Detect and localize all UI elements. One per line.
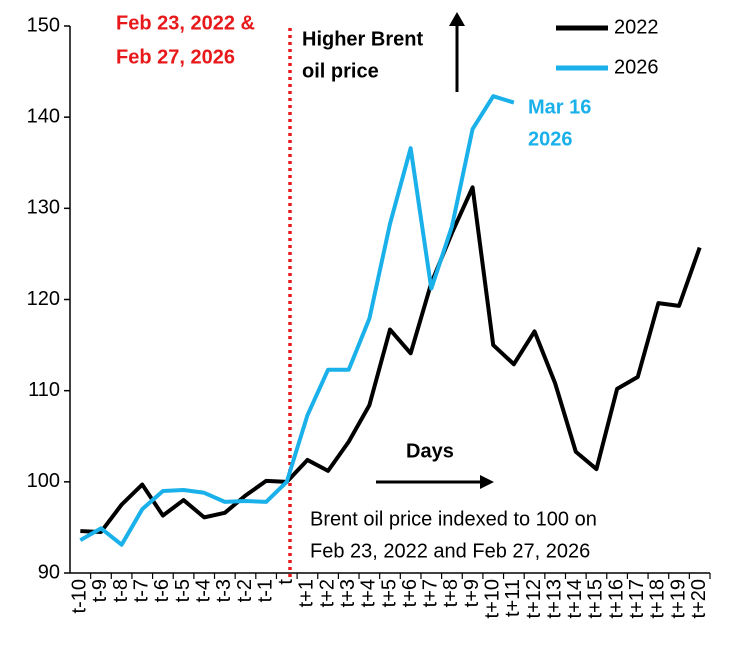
y-tick-label: 120 xyxy=(27,288,60,310)
y-tick-label: 100 xyxy=(27,470,60,492)
x-tick-label: t-7 xyxy=(131,579,153,602)
x-tick-label: t+8 xyxy=(440,579,462,607)
y-tick-label: 140 xyxy=(27,105,60,127)
x-tick-label: t-8 xyxy=(110,579,132,602)
x-tick-label: t xyxy=(275,579,297,585)
x-tick-label: t+16 xyxy=(605,579,627,618)
x-tick-label: t+1 xyxy=(296,579,318,607)
x-tick-label: t-5 xyxy=(172,579,194,602)
x-tick-label: t+17 xyxy=(626,579,648,618)
annotation: oil price xyxy=(302,60,379,82)
annotation: Feb 23, 2022 & xyxy=(116,12,255,34)
arrow-head xyxy=(480,475,494,489)
x-tick-label: t+5 xyxy=(378,579,400,607)
x-tick-label: t+6 xyxy=(399,579,421,607)
y-tick-label: 110 xyxy=(28,379,60,401)
legend-label: 2022 xyxy=(614,16,659,38)
x-tick-label: t+12 xyxy=(523,579,545,618)
x-tick-label: t+20 xyxy=(688,579,710,618)
x-tick-label: t-9 xyxy=(89,579,111,602)
x-tick-label: t-4 xyxy=(192,579,214,602)
x-tick-label: t+10 xyxy=(482,579,504,618)
y-tick-label: 150 xyxy=(27,14,60,36)
x-tick-label: t+14 xyxy=(564,579,586,618)
y-tick-label: 90 xyxy=(38,561,60,583)
annotation: Feb 23, 2022 and Feb 27, 2026 xyxy=(310,540,590,562)
x-tick-label: t+2 xyxy=(316,579,338,607)
x-tick-label: t+3 xyxy=(337,579,359,607)
x-tick-label: t-1 xyxy=(254,579,276,602)
x-tick-label: t+11 xyxy=(502,579,524,617)
annotation: Feb 27, 2026 xyxy=(116,46,235,68)
x-tick-label: t+19 xyxy=(667,579,689,618)
arrow-head xyxy=(449,12,465,26)
x-tick-label: t+9 xyxy=(461,579,483,607)
x-tick-label: t-3 xyxy=(213,579,235,602)
annotation: 2026 xyxy=(528,128,573,150)
annotation: Higher Brent xyxy=(302,28,423,50)
annotation: Days xyxy=(406,440,454,462)
x-tick-label: t-10 xyxy=(69,579,91,613)
x-tick-label: t+7 xyxy=(420,579,442,607)
y-tick-label: 130 xyxy=(27,197,60,219)
x-tick-label: t+18 xyxy=(647,579,669,618)
legend-label: 2026 xyxy=(614,56,659,78)
x-tick-label: t+13 xyxy=(543,579,565,618)
annotation: Brent oil price indexed to 100 on xyxy=(310,508,597,530)
annotation: Mar 16 xyxy=(528,96,591,118)
x-tick-label: t-2 xyxy=(234,579,256,602)
x-tick-label: t-6 xyxy=(151,579,173,602)
series-line xyxy=(80,185,702,534)
x-tick-label: t+15 xyxy=(585,579,607,618)
series-line xyxy=(79,94,515,547)
x-tick-label: t+4 xyxy=(358,579,380,607)
